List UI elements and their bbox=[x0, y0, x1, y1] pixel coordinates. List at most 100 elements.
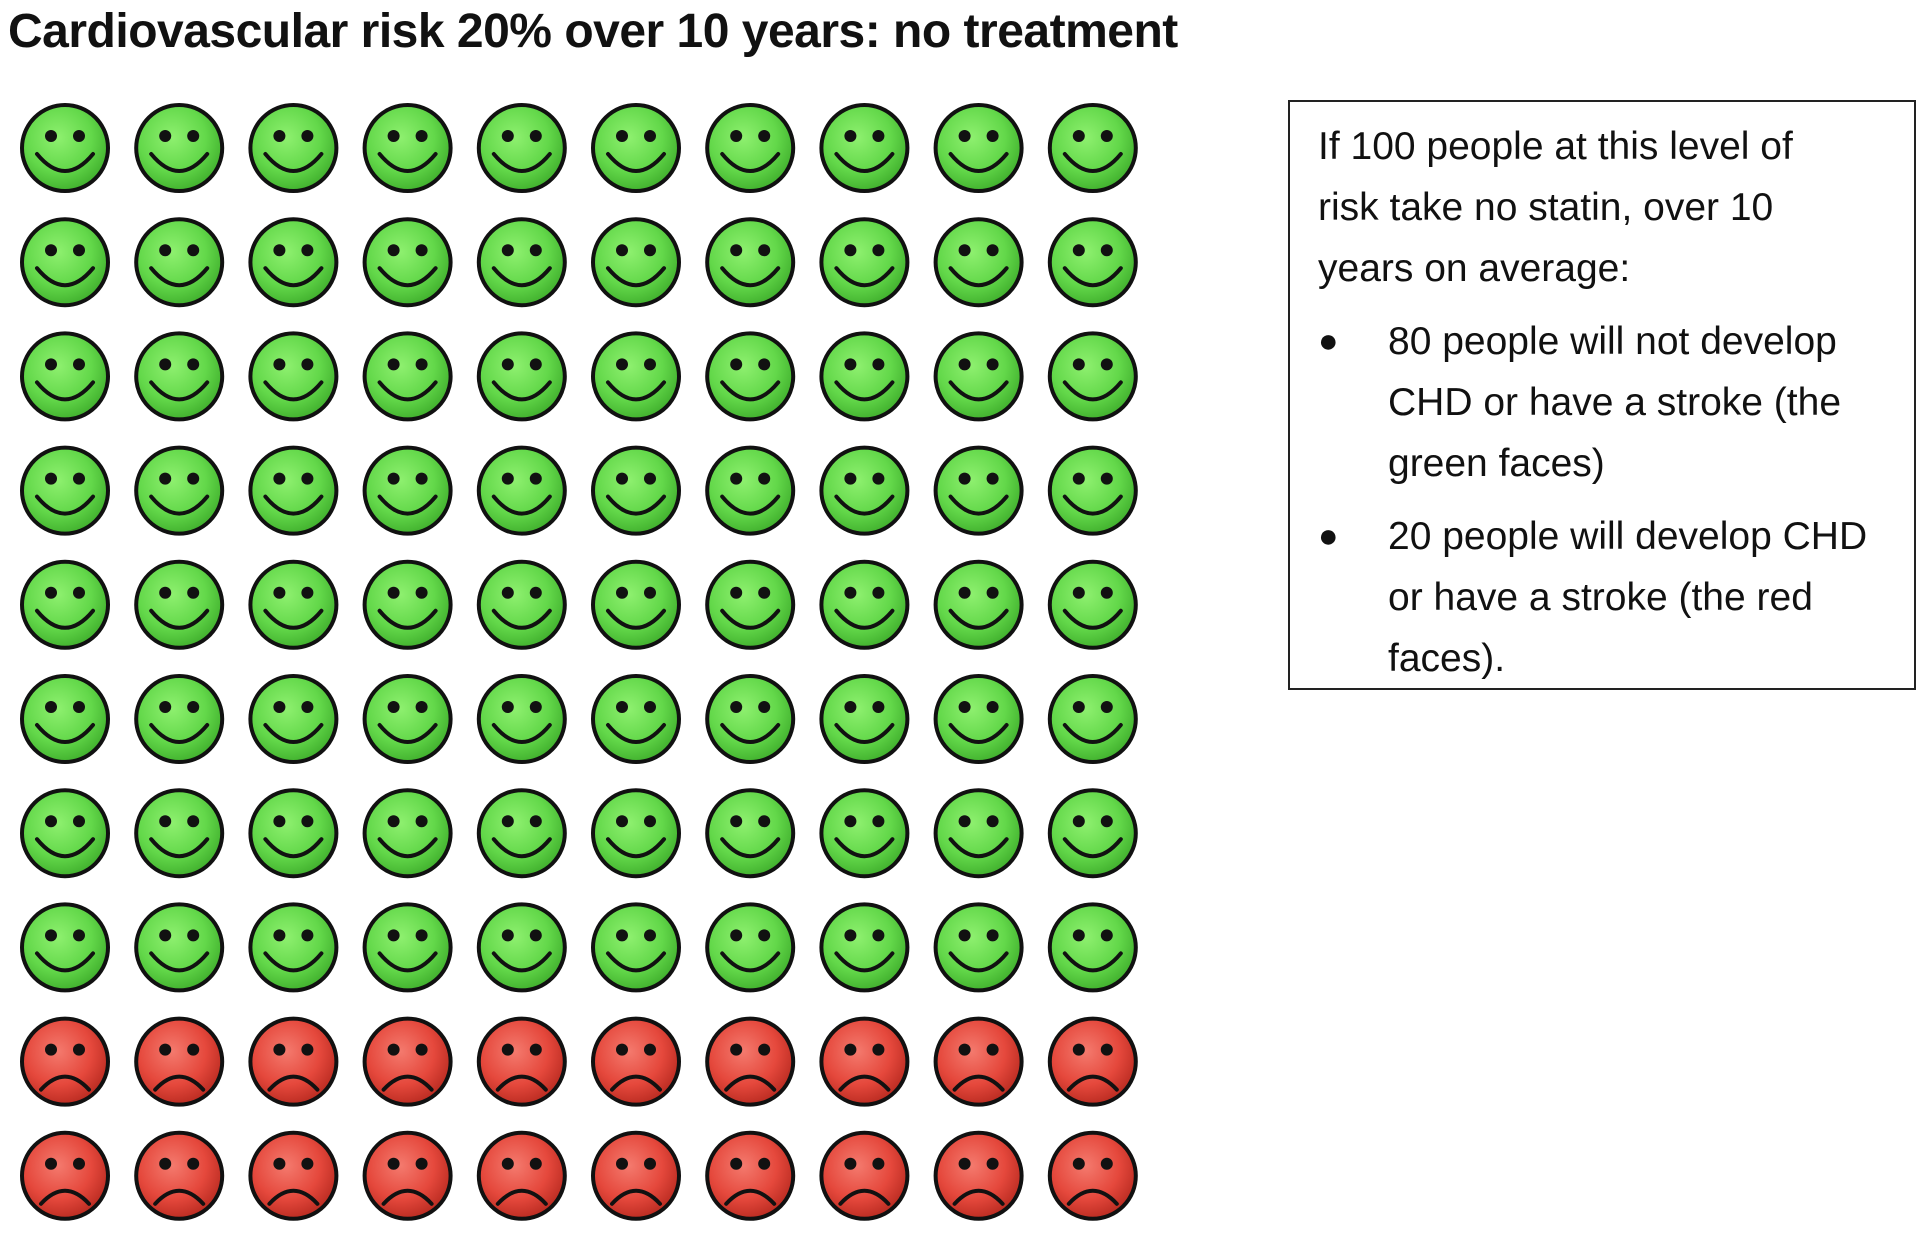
smiling-face-icon bbox=[134, 559, 225, 650]
smiling-face-icon bbox=[705, 788, 796, 879]
smiling-face-icon bbox=[362, 902, 453, 993]
smiling-face-icon bbox=[591, 217, 681, 308]
smiling-face-icon bbox=[1047, 674, 1138, 764]
smiling-face-icon bbox=[20, 788, 110, 879]
smiling-face-icon bbox=[362, 331, 453, 422]
smiling-face-icon bbox=[819, 217, 910, 308]
frowning-face-icon bbox=[1047, 1130, 1138, 1221]
smiling-face-icon bbox=[819, 445, 910, 536]
smiling-face-icon bbox=[1047, 103, 1138, 193]
legend-list: ● 80 people will not develop CHD or have… bbox=[1318, 311, 1886, 689]
legend-item-text: 20 people will develop CHD or have a str… bbox=[1388, 515, 1868, 680]
frowning-face-icon bbox=[819, 1016, 910, 1107]
smiling-face-icon bbox=[591, 674, 681, 764]
frowning-face-icon bbox=[933, 1130, 1024, 1221]
smiling-face-icon bbox=[476, 788, 567, 879]
smiling-face-icon bbox=[476, 103, 567, 193]
smiling-face-icon bbox=[476, 445, 567, 536]
smiling-face-icon bbox=[476, 674, 567, 764]
icon-array-chart bbox=[20, 103, 1138, 1221]
smiling-face-icon bbox=[705, 902, 796, 993]
smiling-face-icon bbox=[1047, 788, 1138, 879]
legend-box: If 100 people at this level of risk take… bbox=[1288, 100, 1916, 690]
smiling-face-icon bbox=[819, 788, 910, 879]
smiling-face-icon bbox=[1047, 217, 1138, 308]
smiling-face-icon bbox=[362, 103, 453, 193]
smiling-face-icon bbox=[20, 103, 110, 193]
smiling-face-icon bbox=[933, 217, 1024, 308]
smiling-face-icon bbox=[248, 217, 339, 308]
smiling-face-icon bbox=[362, 559, 453, 650]
smiling-face-icon bbox=[248, 788, 339, 879]
smiling-face-icon bbox=[1047, 331, 1138, 422]
legend-intro: If 100 people at this level of risk take… bbox=[1318, 125, 1793, 290]
smiling-face-icon bbox=[20, 674, 110, 764]
smiling-face-icon bbox=[933, 788, 1024, 879]
smiling-face-icon bbox=[20, 559, 110, 650]
frowning-face-icon bbox=[591, 1016, 681, 1107]
smiling-face-icon bbox=[20, 445, 110, 536]
smiling-face-icon bbox=[248, 103, 339, 193]
frowning-face-icon bbox=[591, 1130, 681, 1221]
smiling-face-icon bbox=[705, 217, 796, 308]
smiling-face-icon bbox=[248, 902, 339, 993]
smiling-face-icon bbox=[933, 674, 1024, 764]
smiling-face-icon bbox=[933, 445, 1024, 536]
smiling-face-icon bbox=[248, 674, 339, 764]
frowning-face-icon bbox=[476, 1130, 567, 1221]
smiling-face-icon bbox=[819, 559, 910, 650]
frowning-face-icon bbox=[362, 1130, 453, 1221]
frowning-face-icon bbox=[819, 1130, 910, 1221]
smiling-face-icon bbox=[362, 674, 453, 764]
frowning-face-icon bbox=[134, 1130, 225, 1221]
smiling-face-icon bbox=[705, 674, 796, 764]
smiling-face-icon bbox=[248, 331, 339, 422]
smiling-face-icon bbox=[819, 674, 910, 764]
smiling-face-icon bbox=[933, 103, 1024, 193]
smiling-face-icon bbox=[591, 331, 681, 422]
smiling-face-icon bbox=[476, 902, 567, 993]
frowning-face-icon bbox=[705, 1130, 796, 1221]
smiling-face-icon bbox=[20, 331, 110, 422]
smiling-face-icon bbox=[134, 331, 225, 422]
smiling-face-icon bbox=[933, 902, 1024, 993]
frowning-face-icon bbox=[134, 1016, 225, 1107]
smiling-face-icon bbox=[134, 788, 225, 879]
smiling-face-icon bbox=[591, 788, 681, 879]
smiling-face-icon bbox=[476, 559, 567, 650]
smiling-face-icon bbox=[134, 217, 225, 308]
smiling-face-icon bbox=[20, 902, 110, 993]
legend-item-text: 80 people will not develop CHD or have a… bbox=[1388, 320, 1842, 485]
legend-item-event: ● 20 people will develop CHD or have a s… bbox=[1318, 506, 1886, 689]
frowning-face-icon bbox=[705, 1016, 796, 1107]
frowning-face-icon bbox=[362, 1016, 453, 1107]
smiling-face-icon bbox=[134, 674, 225, 764]
frowning-face-icon bbox=[476, 1016, 567, 1107]
smiling-face-icon bbox=[476, 217, 567, 308]
smiling-face-icon bbox=[933, 331, 1024, 422]
smiling-face-icon bbox=[591, 559, 681, 650]
smiling-face-icon bbox=[933, 559, 1024, 650]
frowning-face-icon bbox=[20, 1016, 110, 1107]
smiling-face-icon bbox=[705, 331, 796, 422]
legend-item-no-event: ● 80 people will not develop CHD or have… bbox=[1318, 311, 1886, 494]
bullet-icon: ● bbox=[1318, 517, 1339, 555]
smiling-face-icon bbox=[20, 217, 110, 308]
smiling-face-icon bbox=[248, 559, 339, 650]
smiling-face-icon bbox=[134, 103, 225, 193]
smiling-face-icon bbox=[1047, 559, 1138, 650]
smiling-face-icon bbox=[705, 559, 796, 650]
smiling-face-icon bbox=[1047, 445, 1138, 536]
smiling-face-icon bbox=[705, 103, 796, 193]
smiling-face-icon bbox=[476, 331, 567, 422]
smiling-face-icon bbox=[362, 217, 453, 308]
frowning-face-icon bbox=[20, 1130, 110, 1221]
smiling-face-icon bbox=[134, 445, 225, 536]
bullet-icon: ● bbox=[1318, 322, 1339, 360]
smiling-face-icon bbox=[362, 445, 453, 536]
smiling-face-icon bbox=[705, 445, 796, 536]
smiling-face-icon bbox=[362, 788, 453, 879]
frowning-face-icon bbox=[248, 1130, 339, 1221]
smiling-face-icon bbox=[591, 103, 681, 193]
smiling-face-icon bbox=[134, 902, 225, 993]
